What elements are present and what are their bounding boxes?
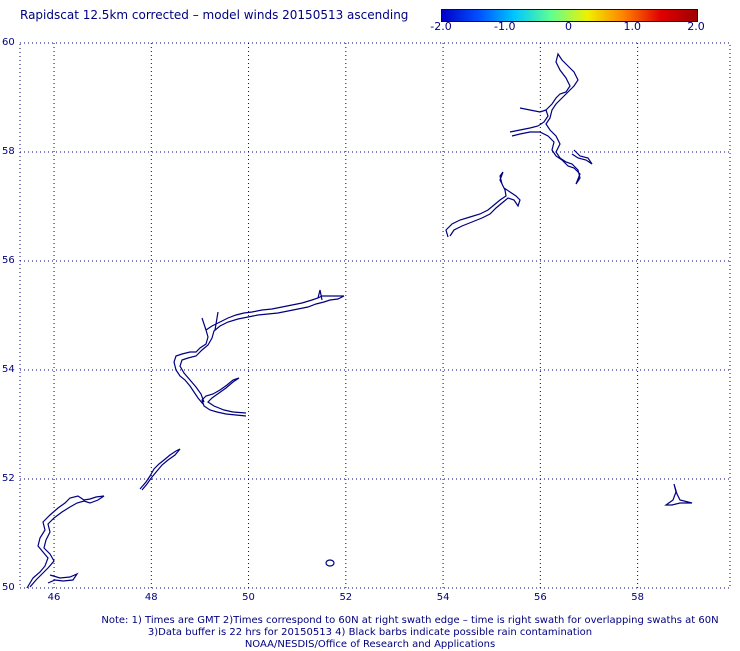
y-tick-label: 56 bbox=[2, 255, 15, 266]
colorbar-tick: -1.0 bbox=[494, 20, 516, 33]
x-tick-label: 56 bbox=[533, 592, 547, 603]
lake-small bbox=[325, 559, 335, 567]
colorbar bbox=[441, 9, 698, 22]
y-tick-label: 54 bbox=[2, 364, 15, 375]
map-title: Rapidscat 12.5km corrected – model winds… bbox=[20, 8, 409, 22]
y-tick-label: 60 bbox=[2, 37, 15, 48]
coastline-kama-lower bbox=[445, 171, 521, 238]
note-line-2: 3)Data buffer is 22 hrs for 20150513 4) … bbox=[147, 627, 593, 638]
x-tick-label: 50 bbox=[242, 592, 255, 603]
x-tick-label: 52 bbox=[339, 592, 353, 603]
coastline-ural-lake bbox=[664, 483, 693, 506]
note-line-3: NOAA/NESDIS/Office of Research and Appli… bbox=[244, 639, 496, 650]
coastline-volga-upper bbox=[173, 289, 345, 417]
coastline-volga-lower bbox=[26, 495, 105, 589]
coastline-kama-upper bbox=[509, 52, 593, 185]
y-tick-label: 52 bbox=[2, 473, 15, 484]
note-line-1: Note: 1) Times are GMT 2)Times correspon… bbox=[101, 615, 719, 626]
colorbar-tick: 0 bbox=[565, 20, 572, 33]
coastline-volga-mid bbox=[139, 448, 181, 491]
footnotes: Note: 1) Times are GMT 2)Times correspon… bbox=[0, 615, 740, 651]
x-tick-label: 54 bbox=[436, 592, 450, 603]
coastlines bbox=[26, 52, 693, 589]
colorbar-tick: 2.0 bbox=[687, 20, 705, 33]
graticule bbox=[19, 42, 731, 589]
colorbar-tick: -2.0 bbox=[430, 20, 452, 33]
x-tick-label: 48 bbox=[144, 592, 158, 603]
x-tick-label: 46 bbox=[47, 592, 61, 603]
x-tick-label: 58 bbox=[631, 592, 644, 603]
colorbar-tick: 1.0 bbox=[623, 20, 642, 33]
y-tick-label: 58 bbox=[2, 146, 15, 157]
y-tick-label: 50 bbox=[2, 582, 15, 593]
map-frame bbox=[19, 42, 731, 589]
